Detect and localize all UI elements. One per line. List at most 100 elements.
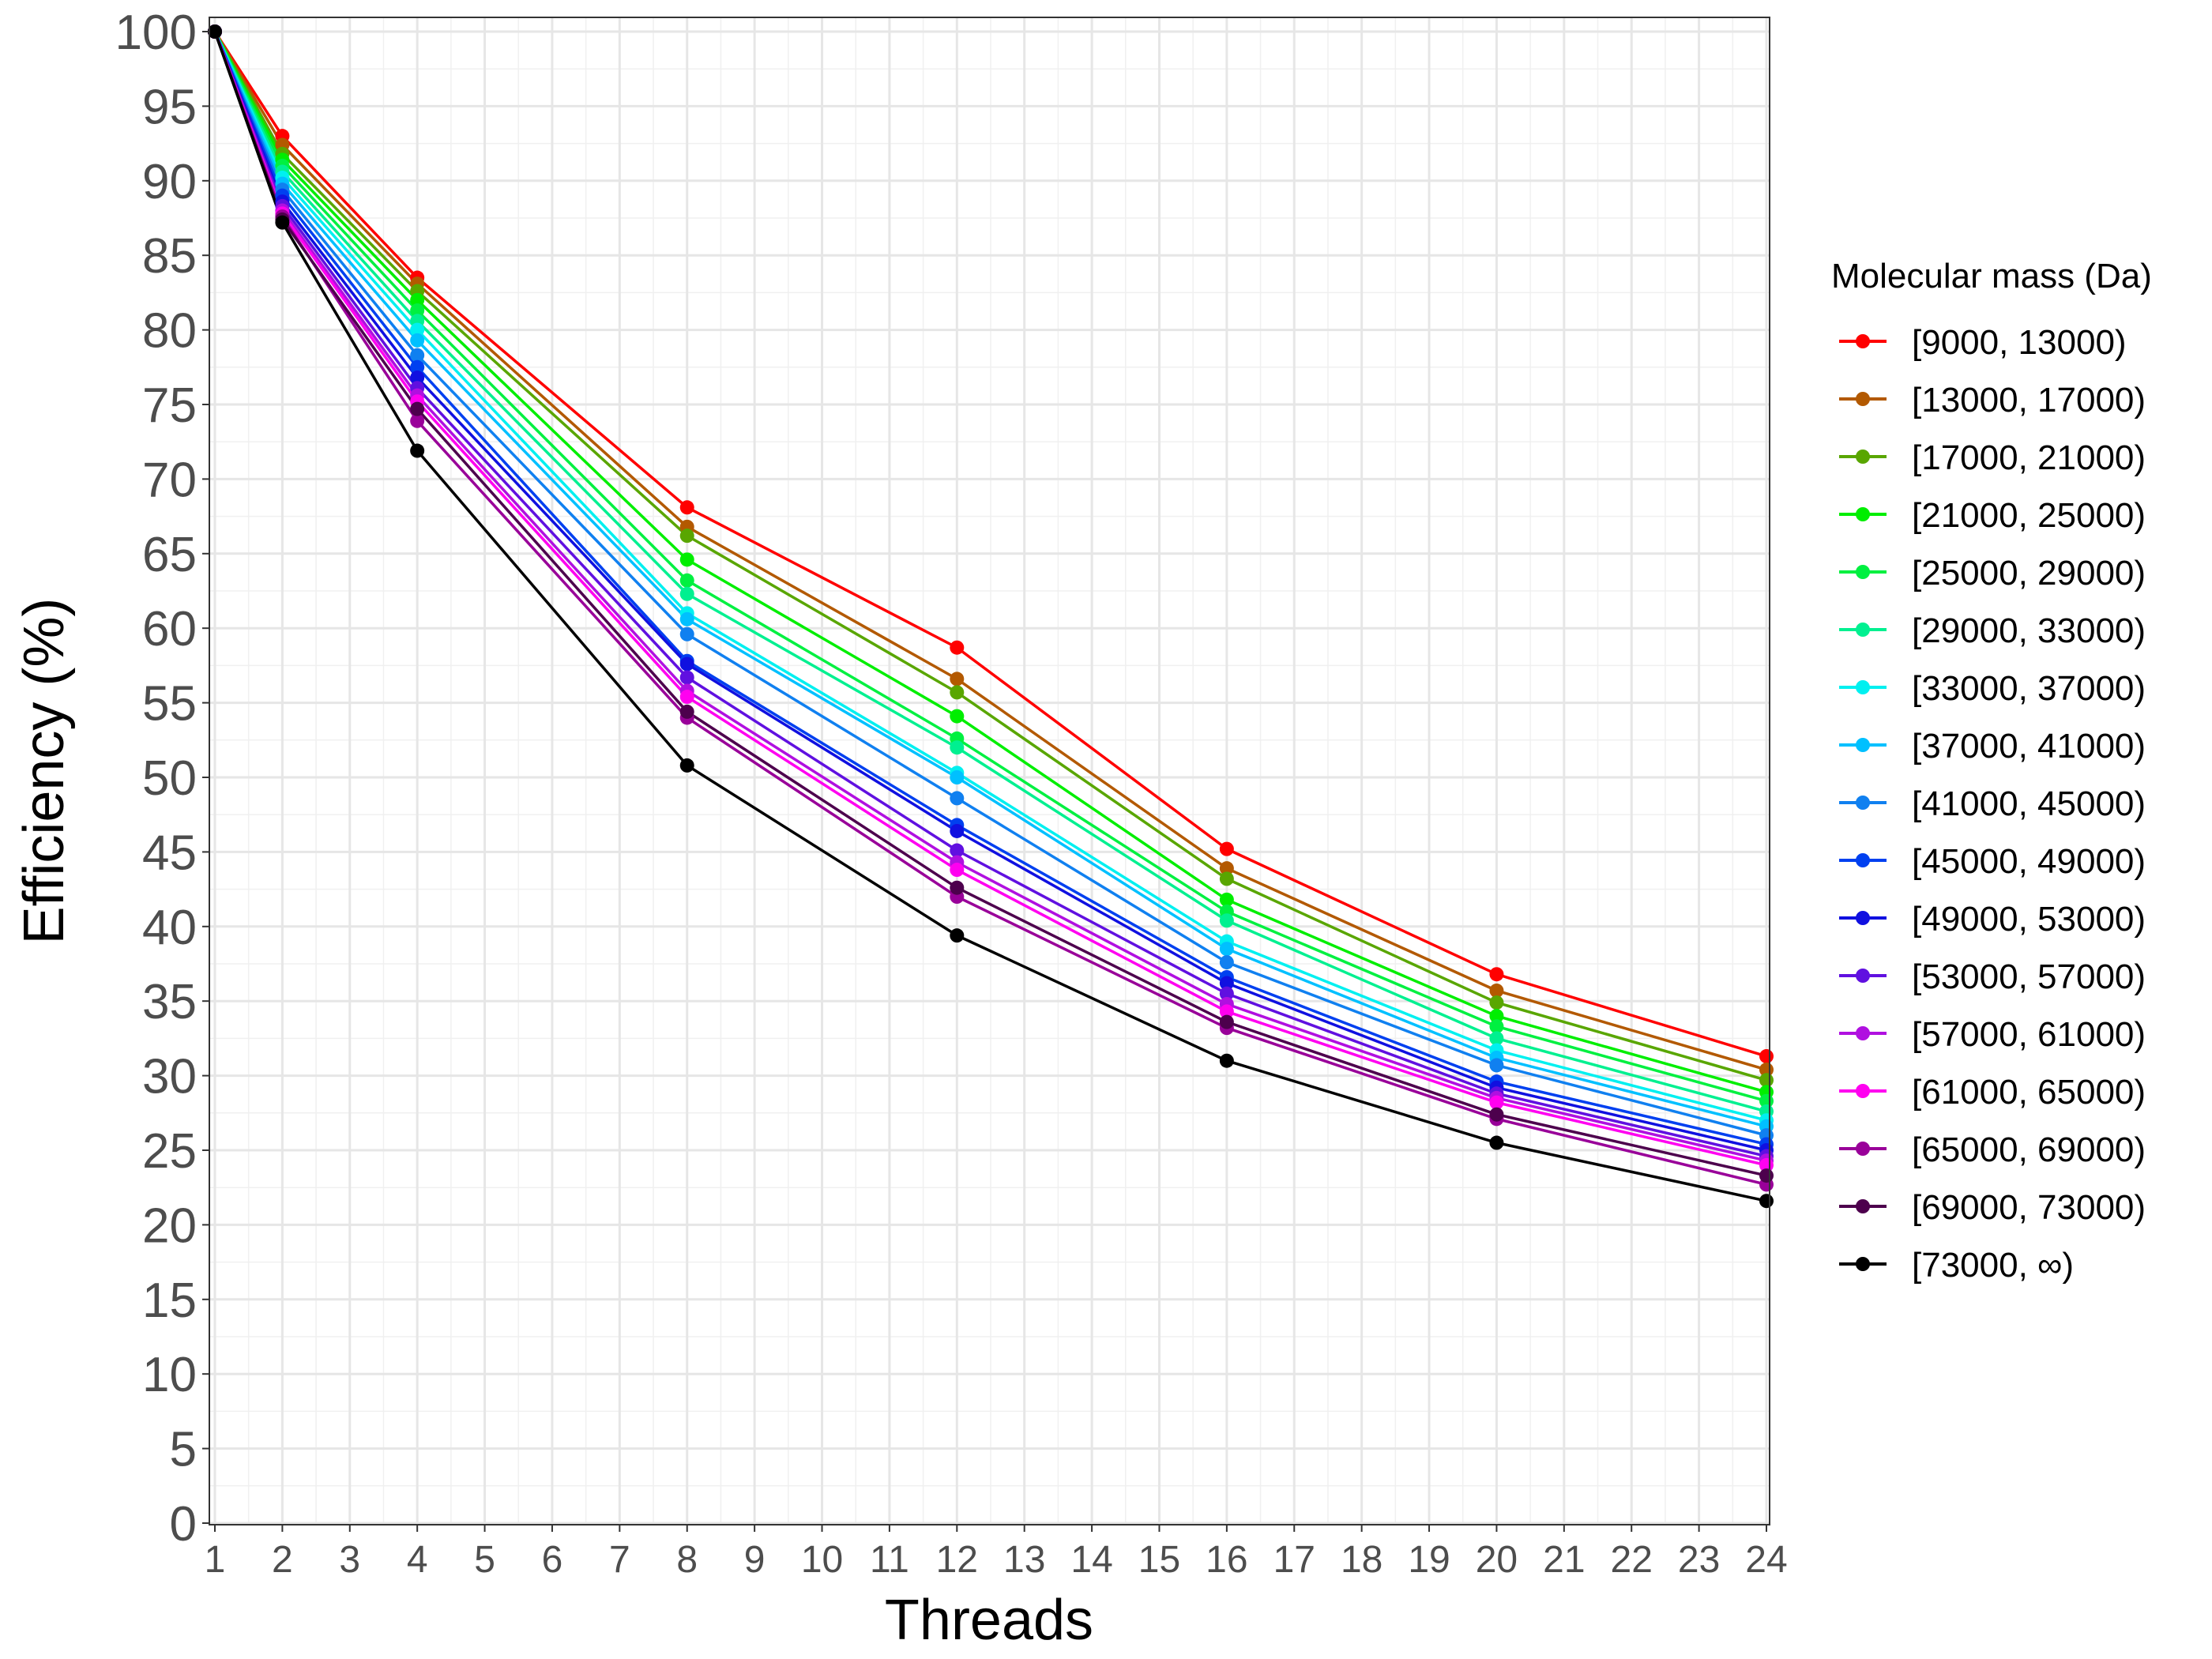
data-point [950, 640, 965, 655]
legend-key-point [1856, 450, 1870, 464]
x-tick-label: 17 [1273, 1539, 1315, 1581]
data-point [679, 670, 694, 685]
x-tick-label: 23 [1678, 1539, 1720, 1581]
data-point [1489, 1135, 1504, 1150]
y-tick-label: 80 [142, 304, 197, 359]
legend-entry-label: [57000, 61000) [1912, 1015, 2146, 1054]
plot-border [209, 17, 1770, 1525]
data-point [1489, 1031, 1504, 1046]
legend: Molecular mass (Da) [9000, 13000) [13000,… [1831, 257, 2152, 1285]
data-point [1219, 1004, 1234, 1019]
y-tick-label: 10 [142, 1348, 197, 1402]
legend-entry-label: [69000, 73000) [1912, 1188, 2146, 1227]
legend-key-point [1856, 1142, 1870, 1156]
legend-entry-label: [73000, ∞) [1912, 1246, 2074, 1285]
x-tick-label: 11 [870, 1539, 909, 1581]
y-tick-label: 20 [142, 1198, 197, 1253]
x-tick-label: 14 [1070, 1539, 1112, 1581]
legend-entry-label: [49000, 53000) [1912, 900, 2146, 939]
y-axis-ticks: 0 5 10 15 20 25 30 35 40 45 50 55 60 65 70 75 80 85 90 95 10… [115, 6, 209, 1552]
data-point [410, 371, 425, 386]
series-line [213, 31, 1767, 1202]
data-point [950, 672, 965, 687]
data-point [1489, 1058, 1504, 1073]
x-tick-label: 3 [339, 1539, 360, 1581]
x-tick-label: 13 [1003, 1539, 1045, 1581]
data-point [1219, 986, 1234, 1001]
legend-entry-label: [61000, 65000) [1912, 1073, 2146, 1112]
data-point [410, 401, 425, 416]
plot-panel [209, 17, 1770, 1525]
data-point [410, 359, 425, 374]
data-point [1219, 1053, 1234, 1068]
series-line [213, 31, 1767, 1167]
legend-entry-label: [53000, 57000) [1912, 957, 2146, 996]
x-tick-label: 1 [205, 1539, 226, 1581]
x-tick-label: 8 [676, 1539, 698, 1581]
x-tick-label: 22 [1611, 1539, 1653, 1581]
legend-key-point [1856, 392, 1870, 406]
x-tick-label: 15 [1138, 1539, 1180, 1581]
x-tick-label: 4 [407, 1539, 428, 1581]
legend-key-point [1856, 1084, 1870, 1098]
legend-entry-label: [41000, 45000) [1912, 784, 2146, 823]
major-gridlines [209, 17, 1770, 1525]
y-tick-label: 55 [142, 677, 197, 732]
series-layer [208, 24, 1774, 1209]
data-point [1489, 1107, 1504, 1122]
data-point [1219, 861, 1234, 876]
data-point [410, 333, 425, 348]
data-point [1219, 892, 1234, 907]
series-line [213, 31, 1767, 1113]
data-point [410, 303, 425, 318]
x-axis-title: Threads [885, 1589, 1093, 1652]
data-point [679, 690, 694, 705]
data-point [1219, 841, 1234, 856]
series-line [213, 31, 1767, 1058]
data-point [1219, 1014, 1234, 1029]
series-line [213, 31, 1767, 1137]
data-point [1219, 976, 1234, 991]
series-line [213, 31, 1767, 1146]
x-axis-ticks: 1 2 3 4 5 6 7 8 9 10 11 12 13 14 15 16 17 18 19 20 21 22 23 24 [205, 1525, 1788, 1581]
data-point [679, 704, 694, 719]
data-point [1489, 1095, 1504, 1110]
data-point [410, 292, 425, 307]
legend-key-point [1856, 680, 1870, 694]
legend-key-point [1856, 565, 1870, 579]
data-point [1219, 955, 1234, 970]
x-tick-label: 2 [272, 1539, 293, 1581]
data-point [950, 843, 965, 858]
legend-key-point [1856, 334, 1870, 348]
y-tick-label: 15 [142, 1273, 197, 1328]
data-point [679, 586, 694, 601]
legend-entry-label: [45000, 49000) [1912, 842, 2146, 881]
data-point [1759, 1168, 1774, 1183]
x-tick-label: 9 [744, 1539, 766, 1581]
data-point [1489, 1009, 1504, 1024]
y-tick-label: 100 [115, 6, 197, 60]
data-point [679, 626, 694, 641]
series-line [213, 31, 1767, 1177]
legend-key-point [1856, 969, 1870, 983]
legend-entry-label: [25000, 29000) [1912, 554, 2146, 592]
data-point [950, 823, 965, 838]
data-point [950, 709, 965, 724]
data-point [679, 529, 694, 544]
series-line [213, 31, 1767, 1128]
legend-key-point [1856, 623, 1870, 637]
legend-key-point [1856, 507, 1870, 521]
data-point [1759, 1049, 1774, 1064]
legend-entry-label: [17000, 21000) [1912, 438, 2146, 477]
x-tick-label: 16 [1206, 1539, 1247, 1581]
data-point [679, 500, 694, 515]
series-line [213, 31, 1767, 1103]
data-point [1219, 871, 1234, 886]
minor-gridlines [209, 17, 1770, 1525]
y-tick-label: 5 [170, 1423, 197, 1477]
data-point [410, 322, 425, 337]
series-line [213, 31, 1767, 1071]
x-tick-label: 21 [1543, 1539, 1585, 1581]
series-line [213, 31, 1767, 1152]
legend-entry-label: [65000, 69000) [1912, 1130, 2146, 1169]
